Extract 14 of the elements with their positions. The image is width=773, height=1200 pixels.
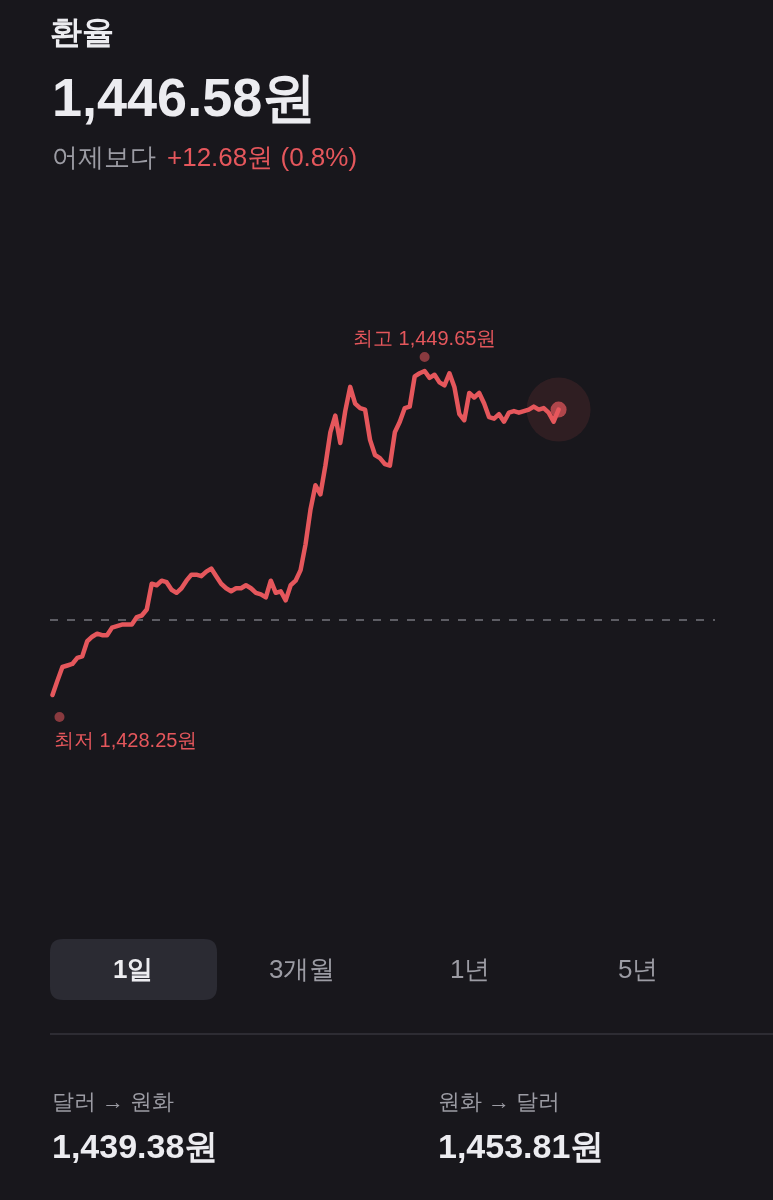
text: 1년 [450, 954, 491, 984]
text: 3개월 [269, 954, 336, 984]
text: 달러 → 원화 [52, 1089, 175, 1114]
text: 1일 [113, 954, 154, 984]
text: 1,453.81원 [438, 1127, 605, 1165]
chart-subtitle: 1,446.58원 [52, 67, 317, 127]
text: 원화 → 달러 [438, 1089, 561, 1114]
text: +12.68원 (0.8%) [167, 142, 358, 172]
data-label: 최저 1,428.25원 [54, 729, 198, 751]
chart-title: 환율 [50, 14, 114, 51]
data-label: 최고 1,449.65원 [353, 327, 497, 349]
text: 1,439.38원 [52, 1127, 219, 1165]
text: 어제보다 [52, 142, 156, 172]
text: 5년 [618, 954, 659, 984]
